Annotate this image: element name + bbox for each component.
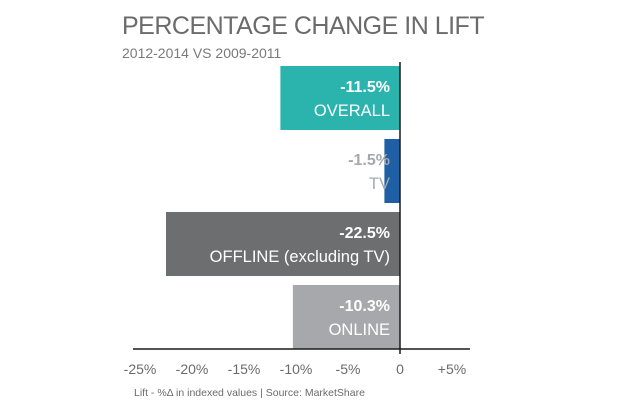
bar-3 bbox=[292, 285, 400, 349]
bar-value-label-2: -22.5% bbox=[339, 225, 390, 242]
bar-value-label-1: -1.5% bbox=[348, 152, 390, 169]
x-tick-label: -10% bbox=[280, 361, 313, 377]
bar-value-label-3: -10.3% bbox=[339, 298, 390, 315]
x-tick-label: -5% bbox=[336, 361, 361, 377]
x-tick-label: -20% bbox=[176, 361, 209, 377]
bar-category-label-2: OFFLINE (excluding TV) bbox=[210, 248, 390, 266]
x-tick-label: -25% bbox=[124, 361, 157, 377]
bar-2 bbox=[166, 212, 400, 276]
bar-value-label-0: -11.5% bbox=[340, 79, 390, 96]
chart-subtitle: 2012-2014 VS 2009-2011 bbox=[122, 45, 282, 61]
bar-category-label-3: ONLINE bbox=[329, 321, 390, 339]
x-tick-label: -15% bbox=[228, 361, 261, 377]
x-tick-label: 0 bbox=[396, 361, 404, 377]
chart-footnote: Lift - %Δ in indexed values | Source: Ma… bbox=[134, 387, 365, 399]
x-tick-label: +5% bbox=[438, 361, 466, 377]
bar-0 bbox=[280, 66, 400, 130]
bar-category-label-1: TV bbox=[369, 175, 390, 193]
bar-category-label-0: OVERALL bbox=[314, 102, 390, 120]
bar-1 bbox=[384, 139, 400, 203]
chart-title: PERCENTAGE CHANGE IN LIFT bbox=[122, 12, 485, 40]
